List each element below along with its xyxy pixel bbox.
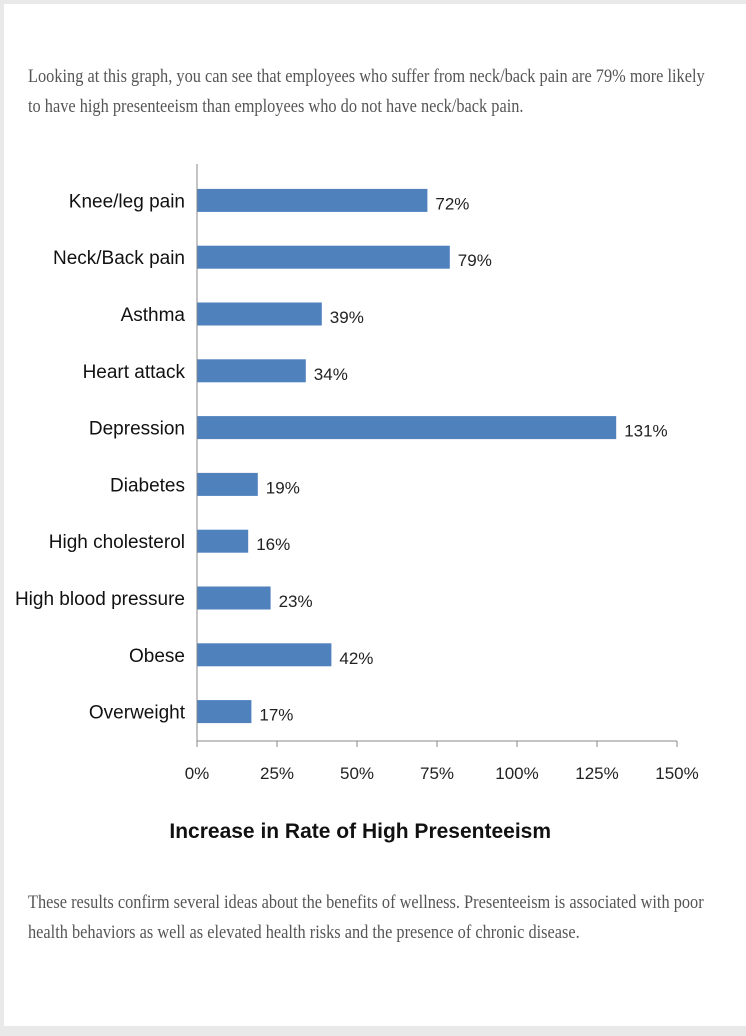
category-label: Diabetes: [110, 475, 185, 496]
category-label: High blood pressure: [15, 589, 185, 610]
data-label: 23%: [279, 592, 313, 611]
data-label: 39%: [330, 308, 364, 327]
data-label: 42%: [339, 649, 373, 668]
intro-paragraph: Looking at this graph, you can see that …: [28, 66, 705, 117]
x-tick-label: 100%: [495, 764, 538, 783]
bar: [197, 359, 306, 383]
bar: [197, 529, 249, 553]
data-label: 16%: [256, 535, 290, 554]
data-label: 131%: [624, 422, 667, 441]
category-label: Heart attack: [83, 362, 186, 383]
data-label: 17%: [259, 706, 293, 725]
category-label: Obese: [129, 646, 185, 667]
bar: [197, 188, 428, 212]
presenteeism-bar-chart: Knee/leg pain Neck/Back pain Asthma Heart a…: [15, 164, 699, 843]
category-label: Depression: [89, 419, 185, 440]
article-page: Looking at this graph, you can see that …: [4, 4, 746, 1026]
bars-group: [197, 188, 617, 724]
data-label: 19%: [266, 478, 300, 497]
bar: [197, 472, 258, 496]
category-label: High cholesterol: [49, 532, 185, 553]
x-tick-label: 50%: [340, 764, 374, 783]
x-tick-label: 150%: [655, 764, 698, 783]
bar: [197, 586, 271, 610]
bar: [197, 416, 617, 440]
bar: [197, 245, 450, 269]
x-axis-ticks: 0% 25% 50% 75% 100% 125% 150%: [185, 741, 699, 783]
category-label: Neck/Back pain: [53, 248, 185, 269]
outro-paragraph: These results confirm several ideas abou…: [28, 892, 704, 943]
bar: [197, 643, 332, 667]
x-axis-label: Increase in Rate of High Presenteeism: [169, 820, 551, 843]
data-label: 34%: [314, 365, 348, 384]
x-tick-label: 75%: [420, 764, 454, 783]
data-label: 79%: [458, 251, 492, 270]
bar: [197, 700, 252, 724]
x-tick-label: 0%: [185, 764, 210, 783]
data-label: 72%: [435, 194, 469, 213]
value-labels: 72% 79% 39% 34% 131% 19% 16% 23% 42% 17%: [256, 194, 667, 724]
x-tick-label: 125%: [575, 764, 618, 783]
category-labels: Knee/leg pain Neck/Back pain Asthma Heart a…: [15, 191, 186, 723]
category-label: Overweight: [89, 703, 186, 724]
x-tick-label: 25%: [260, 764, 294, 783]
bar: [197, 302, 322, 326]
category-label: Asthma: [121, 305, 186, 326]
category-label: Knee/leg pain: [69, 191, 185, 212]
